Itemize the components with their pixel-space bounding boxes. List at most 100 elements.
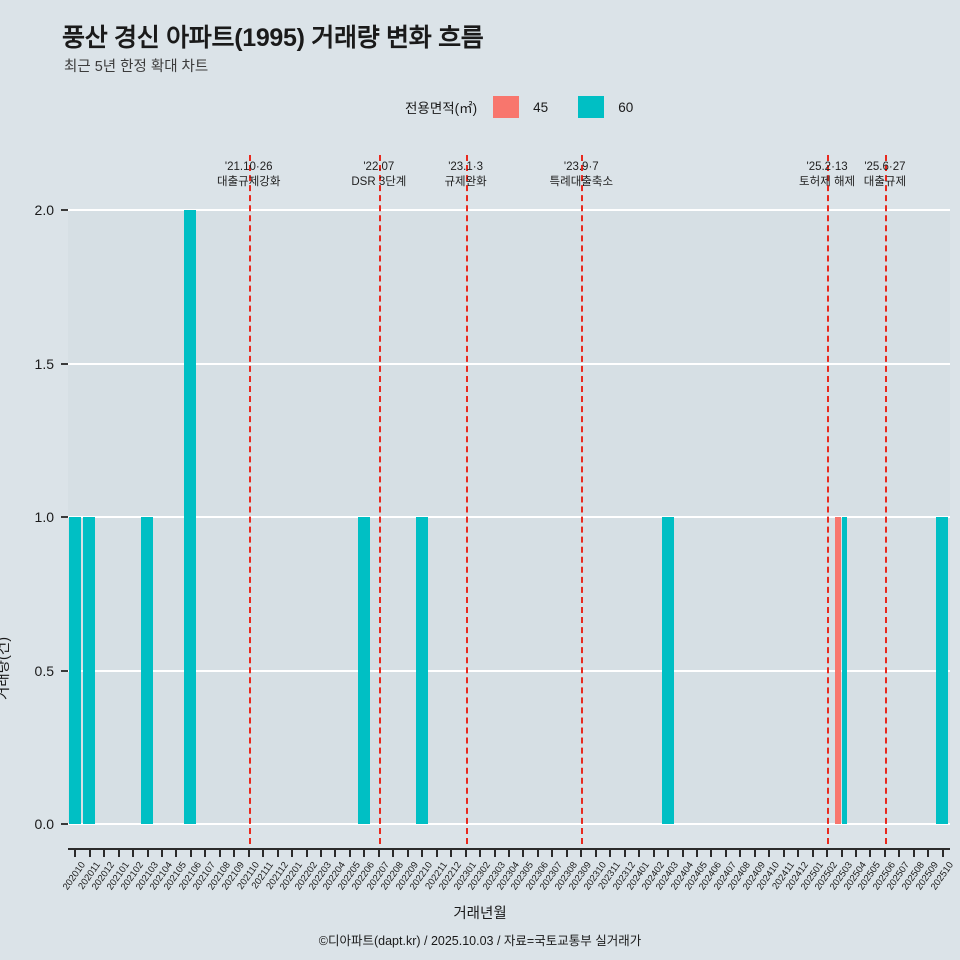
x-axis-tick-mark	[536, 850, 539, 857]
x-axis-tick-mark	[493, 850, 496, 857]
event-marker-line	[465, 155, 468, 844]
y-axis-tick-label: 1.0	[34, 509, 54, 525]
x-axis-tick-mark	[479, 850, 482, 857]
x-axis-tick-mark	[450, 850, 453, 857]
x-axis-tick-mark	[855, 850, 858, 857]
y-axis-tick-mark	[61, 209, 68, 211]
x-axis-tick-mark	[594, 850, 597, 857]
gridline	[68, 669, 950, 672]
x-axis-tick-mark	[522, 850, 525, 857]
event-annotation-label: '25.6·27 대출규제	[864, 160, 906, 190]
legend-title: 전용면적(㎡)	[405, 101, 478, 116]
x-axis-tick-mark	[667, 850, 670, 857]
event-label-text: 토허제 해제	[799, 176, 856, 188]
event-label-date: '25.2·13	[806, 161, 848, 173]
gridline	[68, 516, 950, 518]
x-axis-tick-mark	[247, 850, 250, 857]
y-axis-tick-label: 2.0	[34, 202, 54, 218]
x-axis-tick-mark	[551, 850, 554, 857]
x-axis-tick-mark	[262, 850, 265, 857]
x-axis-tick-mark	[132, 850, 135, 857]
x-axis-tick-mark	[291, 850, 294, 857]
x-axis-tick-mark	[103, 850, 106, 857]
event-label-date: '25.6·27	[864, 161, 906, 173]
plot-area	[68, 155, 950, 844]
event-label-text: 규제완화	[444, 176, 487, 188]
event-annotation-label: '23.9·7 특례대출축소	[550, 160, 613, 190]
x-axis-tick-mark	[782, 850, 785, 857]
bar	[415, 517, 428, 824]
x-axis-tick-mark	[724, 850, 727, 857]
x-axis-tick-mark	[88, 850, 91, 857]
legend-label-45: 45	[533, 99, 549, 115]
x-axis-tick-mark	[883, 850, 886, 857]
x-axis-tick-mark	[811, 850, 814, 857]
y-axis-tick-mark	[61, 823, 68, 825]
event-label-date: '22.07	[363, 161, 395, 173]
gridline	[68, 209, 950, 211]
x-axis-tick-mark	[276, 850, 279, 857]
x-axis-tick-mark	[652, 850, 655, 857]
x-axis-tick-mark	[117, 850, 120, 857]
event-label-date: '21.10·26	[224, 161, 273, 173]
x-axis-tick-mark	[508, 850, 510, 857]
x-axis-tick-mark	[739, 850, 742, 857]
bar	[83, 517, 96, 824]
y-axis-tick-mark	[61, 362, 68, 365]
bar	[184, 210, 197, 824]
x-axis-tick-mark	[406, 850, 409, 857]
x-axis-tick-mark	[189, 850, 192, 857]
x-axis-tick-mark	[146, 850, 149, 857]
x-axis-tick-mark	[565, 850, 568, 857]
x-axis-tick-mark	[638, 850, 641, 857]
x-axis-tick-mark	[334, 850, 337, 857]
x-axis-tick-mark	[623, 850, 626, 857]
x-axis-tick-mark	[927, 850, 930, 857]
event-label-text: 대출규제강화	[216, 176, 281, 188]
page-title: 풍산 경신 아파트(1995) 거래량 변화 흐름	[62, 24, 484, 52]
event-annotation-label: '25.2·13 토허제 해제	[799, 160, 855, 190]
legend: 전용면적(㎡) 45 60	[405, 96, 663, 118]
footer-credit: ©디아파트(dapt.kr) / 2025.10.03 / 자료=국토교통부 실…	[318, 934, 642, 948]
x-axis-tick-mark	[160, 850, 163, 857]
bar	[357, 517, 370, 824]
x-axis-tick-mark	[320, 850, 323, 857]
bar	[835, 517, 841, 824]
x-axis-tick-mark	[826, 850, 829, 857]
y-axis-tick-mark	[61, 669, 68, 672]
x-axis-tick-mark	[392, 850, 395, 857]
x-axis-tick-mark	[233, 850, 236, 857]
event-annotation-label: '21.10·26 대출규제강화	[217, 160, 280, 190]
x-axis-tick-mark	[753, 850, 756, 857]
bar	[141, 517, 154, 824]
event-label-date: '23.1·3	[448, 161, 484, 173]
page-subtitle: 최근 5년 한정 확대 차트	[64, 59, 209, 75]
gridline	[68, 823, 950, 825]
event-annotation-label: '23.1·3 규제완화	[444, 160, 486, 190]
bar	[841, 517, 848, 824]
x-axis-tick-mark	[681, 850, 684, 857]
y-axis-title: 거래량(건)	[0, 636, 12, 700]
x-axis-tick-mark	[869, 850, 872, 857]
x-axis-tick-mark	[348, 850, 351, 857]
bar	[661, 517, 674, 824]
x-axis-tick-mark	[941, 850, 944, 857]
event-label-text: 특례대출축소	[549, 176, 614, 188]
x-axis-tick-mark	[609, 850, 612, 857]
x-axis-tick-mark	[363, 850, 366, 857]
event-marker-line	[378, 155, 381, 844]
legend-swatch-60	[578, 96, 605, 118]
event-label-date: '23.9·7	[563, 161, 599, 173]
x-axis-tick-mark	[580, 850, 583, 857]
event-marker-line	[884, 155, 887, 844]
x-axis-tick-mark	[464, 850, 467, 857]
x-axis-tick-mark	[204, 850, 207, 857]
x-axis-tick-mark	[695, 850, 698, 857]
event-annotation-label: '22.07 DSR 3단계	[351, 160, 406, 190]
x-axis-tick-mark	[797, 850, 800, 857]
bar	[936, 517, 949, 824]
x-axis-tick-mark	[305, 850, 308, 857]
event-marker-line	[248, 155, 251, 844]
y-axis-tick-label: 0.0	[34, 816, 54, 832]
